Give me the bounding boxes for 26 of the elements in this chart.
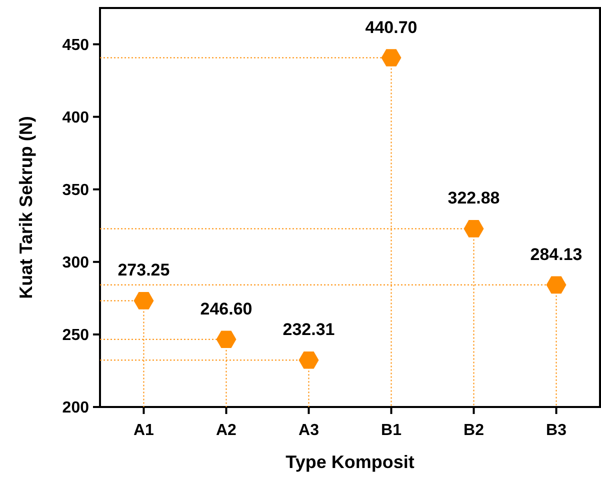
point	[134, 292, 154, 310]
point	[216, 330, 236, 348]
data-label: 232.31	[282, 320, 335, 340]
x-axis-title: Type Komposit	[286, 452, 414, 472]
y-tick-label: 350	[62, 182, 90, 199]
y-tick-label: 200	[62, 400, 90, 417]
point	[381, 49, 402, 66]
data-label: 440.70	[365, 18, 418, 37]
point	[546, 276, 566, 294]
x-tick-label: A3	[298, 422, 320, 439]
point	[464, 220, 484, 238]
y-tick-label: 300	[62, 254, 90, 272]
x-tick-label: B3	[546, 422, 567, 439]
data-label: 284.13	[530, 244, 582, 264]
x-tick-label: B2	[464, 422, 484, 439]
y-axis-title: Kuat Tarik Sekrup (N)	[16, 116, 36, 299]
x-tick-label: B1	[381, 422, 402, 439]
x-tick-label: A2	[216, 422, 237, 439]
y-tick-label: 250	[62, 327, 90, 344]
point	[298, 351, 319, 369]
data-label: 273.25	[118, 260, 170, 280]
data-label: 322.88	[448, 188, 500, 208]
x-tick-label: A1	[134, 422, 154, 439]
y-tick-label: 400	[62, 109, 90, 126]
data-label: 246.60	[200, 299, 252, 318]
y-tick-label: 450	[62, 36, 90, 54]
